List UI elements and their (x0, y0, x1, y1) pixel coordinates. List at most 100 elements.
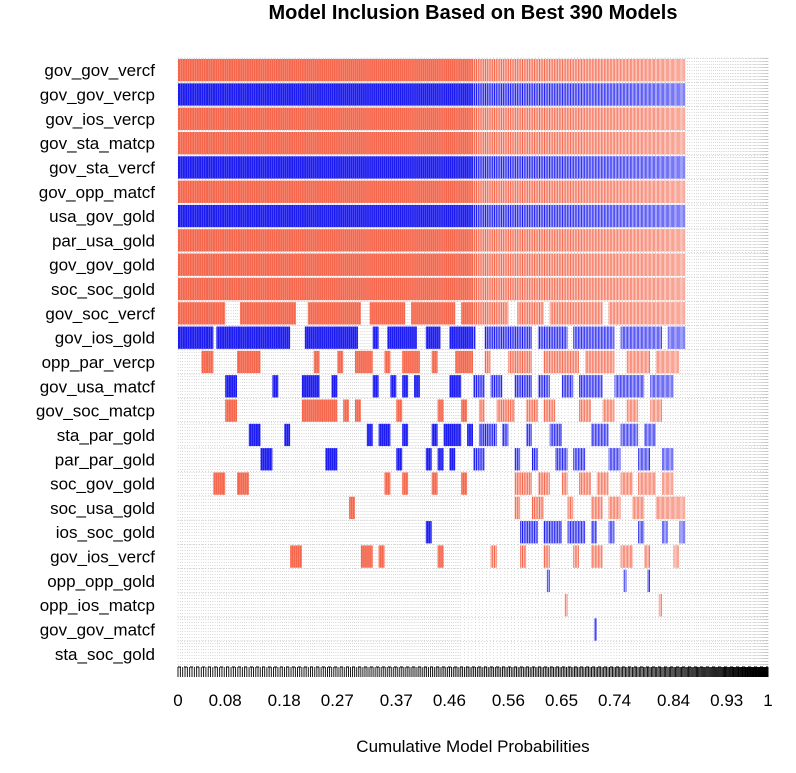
model-separator (657, 399, 659, 422)
model-separator (658, 350, 660, 374)
model-separator (641, 180, 643, 203)
model-separator (569, 496, 571, 520)
model-separator (683, 326, 685, 349)
model-separator (517, 253, 519, 276)
model-separator (529, 156, 531, 179)
model-separator (655, 180, 656, 203)
model-separator (620, 229, 622, 252)
model-separator (655, 326, 656, 349)
model-separator (625, 253, 626, 276)
model-separator (660, 594, 661, 617)
model-separator (594, 277, 595, 301)
model-separator (643, 521, 644, 544)
model-separator (620, 59, 622, 82)
model-separator (475, 253, 476, 276)
model-separator (588, 107, 589, 130)
model-separator (549, 107, 551, 130)
model-separator (613, 229, 615, 252)
model-separator (632, 399, 633, 422)
model-separator (566, 59, 567, 82)
model-separator (516, 229, 517, 252)
model-separator (615, 59, 616, 82)
model-separator (566, 229, 567, 252)
x-tick-label: 0.56 (492, 691, 525, 710)
model-separator (600, 156, 601, 179)
model-separator (669, 83, 670, 106)
model-separator (606, 59, 607, 82)
model-separator (626, 302, 628, 325)
model-separator (473, 229, 475, 252)
model-separator (653, 59, 655, 82)
model-separator (675, 326, 676, 349)
inclusion-bar-gov_ios_gold (178, 326, 214, 349)
model-separator (580, 83, 582, 106)
model-separator (648, 83, 650, 106)
model-separator (575, 326, 577, 349)
model-separator (546, 156, 548, 179)
model-separator (609, 448, 610, 471)
inclusion-bar-opp_par_vercp (355, 350, 373, 374)
model-separator (514, 326, 516, 349)
model-separator (521, 107, 523, 130)
model-separator (583, 277, 585, 301)
model-separator (641, 448, 643, 471)
model-separator (496, 277, 498, 301)
inclusion-bar-gov_soc_matcp (355, 399, 361, 422)
model-separator (491, 59, 493, 82)
model-separator (626, 204, 628, 228)
model-separator (569, 59, 571, 82)
model-separator (583, 83, 585, 106)
model-separator (570, 204, 572, 228)
model-separator (539, 496, 541, 520)
model-separator (645, 156, 647, 179)
model-separator (475, 107, 476, 130)
model-separator (583, 131, 585, 155)
model-separator (644, 131, 646, 155)
model-separator (546, 107, 548, 130)
model-separator (572, 496, 574, 520)
model-separator (681, 131, 682, 155)
model-separator (509, 180, 510, 203)
model-separator (632, 131, 633, 155)
model-separator (561, 204, 563, 228)
model-separator (625, 423, 626, 447)
model-separator (541, 156, 543, 179)
model-separator (498, 107, 500, 130)
model-separator (610, 302, 612, 325)
model-separator (578, 277, 580, 301)
variable-label: gov_opp_matcf (39, 183, 156, 202)
model-separator (572, 107, 574, 130)
model-separator (546, 521, 548, 544)
model-separator (651, 375, 652, 398)
model-separator (586, 59, 588, 82)
model-separator (526, 375, 528, 398)
model-separator (554, 521, 556, 544)
model-separator (484, 253, 485, 276)
model-separator (533, 83, 534, 106)
model-separator (516, 156, 517, 179)
model-separator (514, 156, 516, 179)
model-separator (636, 277, 637, 301)
model-separator (684, 59, 686, 82)
model-separator (606, 107, 607, 130)
model-separator (670, 131, 671, 155)
model-separator (505, 204, 507, 228)
model-separator (566, 448, 567, 471)
model-separator (567, 131, 569, 155)
model-separator (625, 229, 626, 252)
inclusion-bar-par_par_gold (608, 448, 621, 471)
model-separator (603, 180, 604, 203)
model-separator (553, 131, 554, 155)
model-separator (519, 326, 521, 349)
model-separator (577, 59, 578, 82)
model-separator (581, 253, 583, 276)
model-separator (658, 131, 660, 155)
model-separator (600, 131, 601, 155)
model-separator (528, 156, 529, 179)
model-separator (647, 180, 648, 203)
model-separator (660, 350, 661, 374)
model-separator (671, 180, 673, 203)
model-separator (564, 204, 566, 228)
model-separator (476, 83, 478, 106)
model-separator (516, 277, 517, 301)
